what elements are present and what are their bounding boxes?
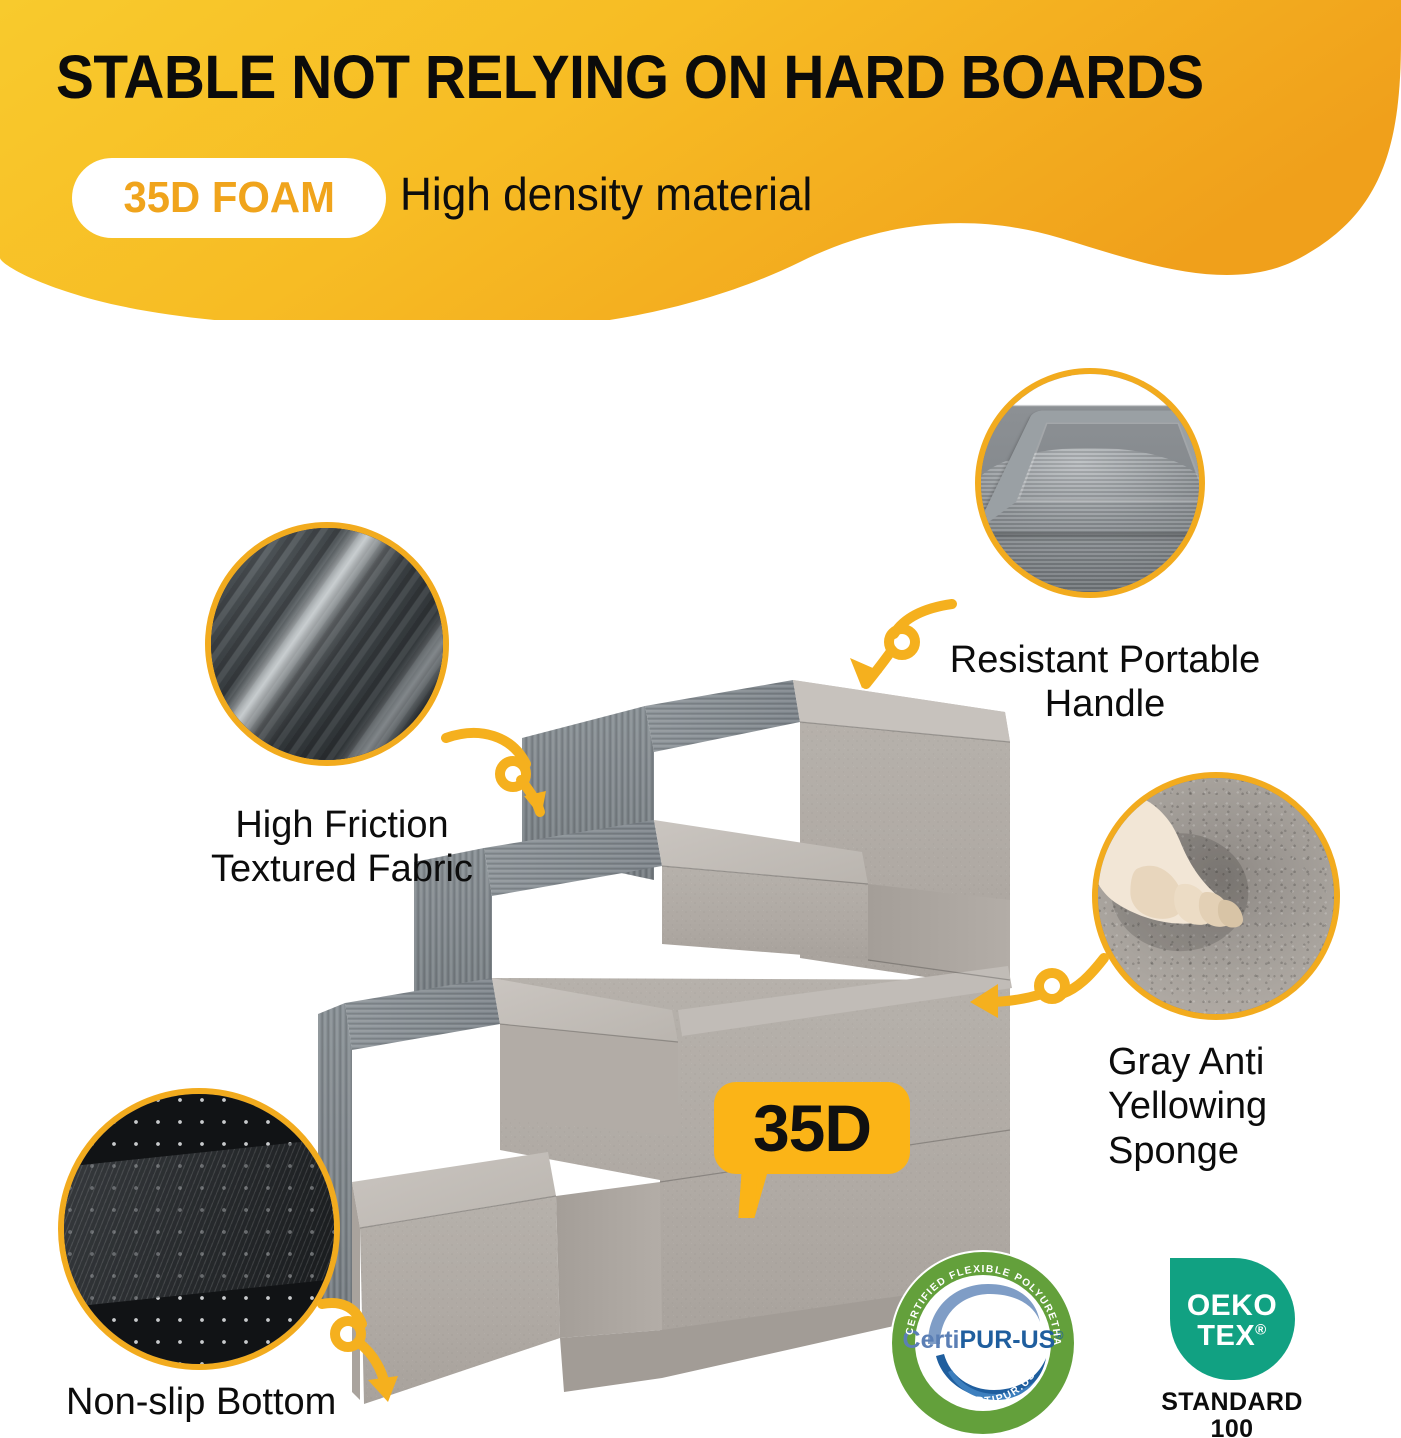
banner-shape [0, 0, 1401, 320]
fabric-texture-photo [211, 528, 443, 760]
callout-label-anti-yellowing-sponge: Gray Anti Yellowing Sponge [1108, 1041, 1268, 1172]
page-title: STABLE NOT RELYING ON HARD BOARDS [56, 43, 1204, 111]
oeko-tex-standard-line1: STANDARD [1161, 1388, 1303, 1416]
callout-label-non-slip-bottom: Non-slip Bottom [66, 1381, 337, 1423]
arrow-to-fabric-icon [441, 728, 546, 817]
foam-density-badge-label: 35D FOAM [123, 173, 335, 222]
arrow-to-handle-icon [850, 599, 957, 689]
oeko-tex-line1: OEKO [1186, 1288, 1278, 1322]
oeko-tex-standard-line2: 100 [1210, 1415, 1254, 1438]
oeko-tex-standard: STANDARD 100 [1152, 1389, 1312, 1438]
callout-circle-portable-handle [975, 368, 1205, 598]
dog-paw-icon [1098, 791, 1249, 952]
arrow-to-nonslip-icon [317, 1298, 398, 1402]
edge-lines [359, 721, 1011, 1229]
handle-photo [981, 374, 1199, 592]
certipur-wordmark: CertiPUR-US® [903, 1326, 1064, 1354]
callout-circle-anti-yellowing-sponge [1092, 772, 1340, 1020]
arrow-to-sponge-icon [970, 953, 1109, 1018]
certipur-us-badge: CertiPUR-US® CONTAINS CERTIFIED FLEXIBLE… [883, 1240, 1078, 1438]
callout-circle-non-slip-bottom [58, 1088, 340, 1370]
oeko-tex-line2: TEX® [1197, 1319, 1267, 1352]
callout-circle-textured-fabric [205, 522, 449, 766]
header-subtitle: High density material [400, 168, 813, 220]
density-callout-bubble: 35D [714, 1082, 910, 1218]
oeko-tex-droplet: OEKO TEX® [1169, 1258, 1295, 1380]
foam-density-badge: 35D FOAM [72, 158, 386, 238]
bubble-tail [738, 1172, 768, 1218]
non-slip-dotted-fabric-photo [64, 1094, 334, 1364]
callout-label-portable-handle: Resistant Portable Handle [949, 639, 1261, 726]
callout-label-textured-fabric: High Friction Textured Fabric [211, 804, 473, 891]
header-banner: STABLE NOT RELYING ON HARD BOARDS 35D FO… [0, 0, 1401, 320]
stair-step-3 [414, 820, 1010, 1016]
oeko-tex-badge: OEKO TEX® STANDARD 100 [1152, 1258, 1312, 1438]
density-callout-value: 35D [752, 1091, 872, 1165]
